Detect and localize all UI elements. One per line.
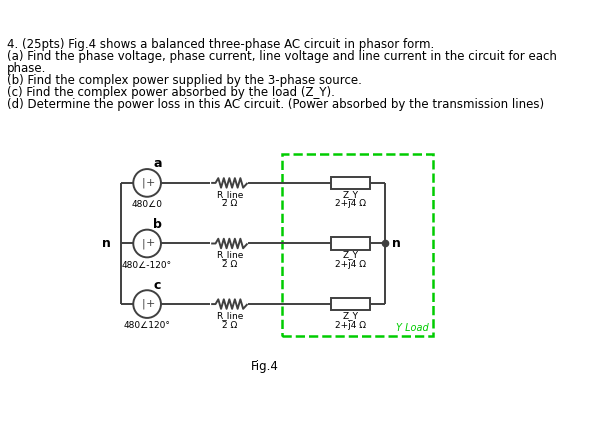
Text: n: n bbox=[102, 237, 111, 250]
Text: a: a bbox=[153, 157, 162, 170]
Text: 480∠0: 480∠0 bbox=[132, 200, 162, 209]
Text: 2+j4 Ω: 2+j4 Ω bbox=[335, 320, 366, 329]
Text: 2+j4 Ω: 2+j4 Ω bbox=[335, 260, 366, 269]
Text: 2 Ω: 2 Ω bbox=[222, 320, 237, 329]
Text: +: + bbox=[146, 178, 155, 188]
Text: R_line: R_line bbox=[216, 251, 243, 260]
Text: |: | bbox=[142, 299, 145, 309]
Text: +: + bbox=[146, 299, 155, 309]
Text: (b) Find the complex power supplied by the 3-phase source.: (b) Find the complex power supplied by t… bbox=[7, 74, 362, 87]
Text: R_line: R_line bbox=[216, 311, 243, 320]
Text: c: c bbox=[154, 278, 161, 292]
Circle shape bbox=[133, 169, 161, 197]
Text: 2+j4 Ω: 2+j4 Ω bbox=[335, 199, 366, 208]
Text: (d) Determine the power loss in this AC circuit. (Power absorbed by the transmis: (d) Determine the power loss in this AC … bbox=[7, 98, 544, 111]
Text: |: | bbox=[142, 238, 145, 249]
Text: phase.: phase. bbox=[7, 62, 47, 75]
Text: 480∠-120°: 480∠-120° bbox=[122, 261, 172, 270]
Text: 480∠120°: 480∠120° bbox=[124, 321, 170, 330]
Circle shape bbox=[133, 290, 161, 318]
Text: (c) Find the complex power absorbed by the load (Z_Y).: (c) Find the complex power absorbed by t… bbox=[7, 86, 335, 99]
Bar bbox=[332, 177, 370, 189]
Text: 2 Ω: 2 Ω bbox=[222, 260, 237, 269]
Bar bbox=[332, 298, 370, 310]
Text: Y Load: Y Load bbox=[395, 323, 428, 333]
Text: |: | bbox=[142, 178, 145, 188]
Text: 4. (25pts) Fig.4 shows a balanced three-phase AC circuit in phasor form.: 4. (25pts) Fig.4 shows a balanced three-… bbox=[7, 37, 434, 51]
Text: R_line: R_line bbox=[216, 190, 243, 199]
Text: (a) Find the phase voltage, phase current, line voltage and line current in the : (a) Find the phase voltage, phase curren… bbox=[7, 50, 557, 63]
Text: Fig.4: Fig.4 bbox=[251, 360, 279, 373]
Text: Z_Y: Z_Y bbox=[343, 251, 359, 260]
Bar bbox=[282, 154, 433, 336]
Bar bbox=[332, 237, 370, 250]
Text: 2 Ω: 2 Ω bbox=[222, 199, 237, 208]
Text: +: + bbox=[146, 239, 155, 248]
Text: Z_Y: Z_Y bbox=[343, 311, 359, 320]
Circle shape bbox=[133, 230, 161, 257]
Text: b: b bbox=[153, 218, 162, 231]
Text: Z_Y: Z_Y bbox=[343, 190, 359, 199]
Text: n: n bbox=[392, 237, 401, 250]
